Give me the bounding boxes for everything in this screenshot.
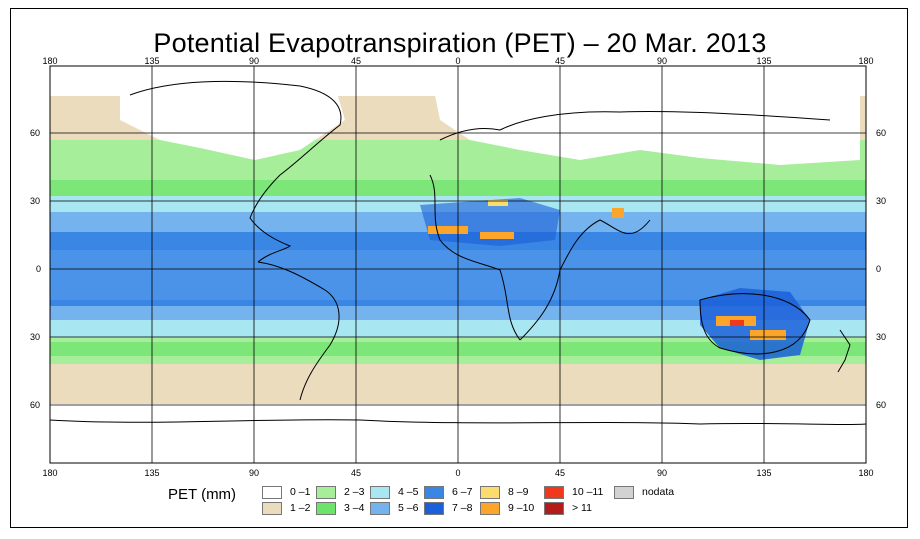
- legend-label: 8 –9: [508, 486, 529, 498]
- legend-swatch: [370, 486, 390, 499]
- legend-label: > 11: [572, 502, 592, 514]
- legend-label: 5 –6: [398, 502, 419, 514]
- lat-tick-left: 30: [30, 196, 40, 206]
- eurasia-low-pet: [430, 70, 860, 165]
- lon-tick-top: 135: [144, 56, 159, 66]
- lon-tick-top: 45: [351, 56, 361, 66]
- lat-ticks-left: 60 30 0 30 60: [30, 128, 41, 410]
- lon-tick-top: 135: [756, 56, 771, 66]
- lat-tick-left: 30: [30, 332, 40, 342]
- india-hot: [612, 208, 624, 218]
- legend-swatch: [424, 502, 444, 515]
- legend-label: 3 –4: [344, 502, 365, 514]
- australia-hot-2: [750, 330, 786, 340]
- lat-ticks-right: 60 30 0 30 60: [876, 128, 886, 410]
- lat-tick-left: 60: [30, 128, 40, 138]
- lon-tick-top: 90: [657, 56, 667, 66]
- graticule: [50, 66, 866, 463]
- legend-swatch: [544, 502, 564, 515]
- lon-tick-bottom: 0: [455, 468, 460, 478]
- lat-tick-right: 60: [876, 400, 886, 410]
- legend-label: 10 –11: [572, 486, 604, 498]
- lon-tick-bottom: 45: [555, 468, 565, 478]
- lon-tick-top: 90: [249, 56, 259, 66]
- lon-tick-top: 0: [455, 56, 460, 66]
- lon-tick-bottom: 135: [144, 468, 159, 478]
- lon-tick-top: 180: [858, 56, 873, 66]
- legend-label: 1 –2: [290, 502, 311, 514]
- lon-tick-top: 180: [42, 56, 57, 66]
- lat-tick-left: 60: [30, 400, 40, 410]
- lat-tick-right: 0: [876, 264, 881, 274]
- figure-frame: [10, 8, 908, 528]
- legend-swatch: [480, 502, 500, 515]
- lat-tick-right: 60: [876, 128, 886, 138]
- legend-swatch: [262, 486, 282, 499]
- legend-swatch: [316, 502, 336, 515]
- legend-swatch: [424, 486, 444, 499]
- legend-swatch: [480, 486, 500, 499]
- australia-hot-3: [730, 320, 744, 326]
- legend-swatch: [316, 486, 336, 499]
- lon-tick-bottom: 45: [351, 468, 361, 478]
- lat-tick-right: 30: [876, 332, 886, 342]
- legend-label: 2 –3: [344, 486, 365, 498]
- legend-swatch: [544, 486, 564, 499]
- lat-tick-right: 30: [876, 196, 886, 206]
- sahara-hot-2: [480, 232, 514, 239]
- legend-label: nodata: [642, 486, 675, 498]
- lon-ticks-top: 180 135 90 45 0 45 90 135 180: [42, 56, 873, 66]
- legend-swatch: [262, 502, 282, 515]
- lon-tick-top: 45: [555, 56, 565, 66]
- legend-label: 9 –10: [508, 502, 535, 514]
- lon-ticks-bottom: 180 135 90 45 0 45 90 135 180: [42, 468, 873, 478]
- lat-tick-left: 0: [36, 264, 41, 274]
- lon-tick-bottom: 180: [858, 468, 873, 478]
- legend-label: 7 –8: [452, 502, 473, 514]
- lon-tick-bottom: 90: [249, 468, 259, 478]
- north-america-low-pet: [120, 70, 345, 160]
- map-title: Potential Evapotranspiration (PET) – 20 …: [153, 28, 767, 58]
- legend-swatch: [614, 486, 634, 499]
- sahara-hot-1: [428, 226, 468, 234]
- lon-tick-bottom: 135: [756, 468, 771, 478]
- lon-tick-bottom: 180: [42, 468, 57, 478]
- legend-label: 6 –7: [452, 486, 473, 498]
- map-border: [49, 65, 867, 464]
- legend-label: 0 –1: [290, 486, 311, 498]
- legend-label: 4 –5: [398, 486, 419, 498]
- sahara-hot-3: [488, 200, 508, 206]
- legend-swatch: [370, 502, 390, 515]
- legend-title: PET (mm): [168, 486, 237, 503]
- lon-tick-bottom: 90: [657, 468, 667, 478]
